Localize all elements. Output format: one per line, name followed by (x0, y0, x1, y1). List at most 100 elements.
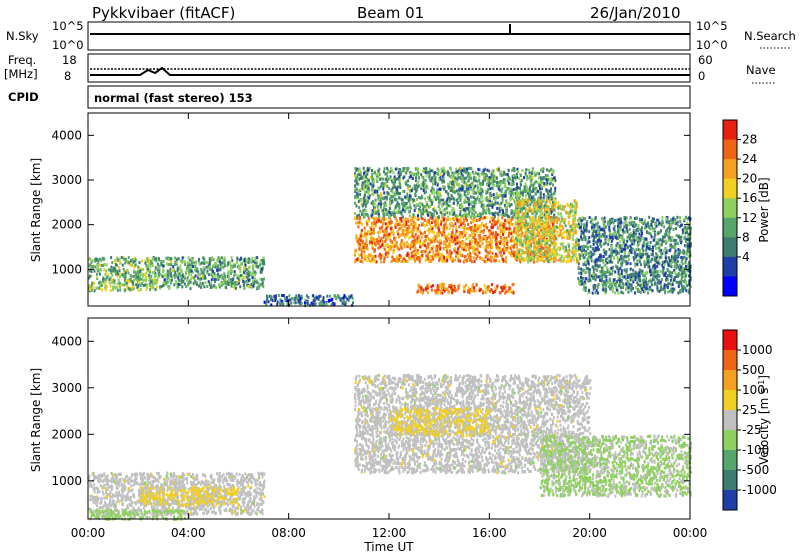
echo-cell (526, 188, 529, 192)
echo-cell (364, 205, 367, 209)
echo-cell (420, 194, 423, 198)
echo-cell (120, 283, 123, 287)
echo-cell (406, 260, 409, 264)
echo-cell (476, 249, 479, 253)
echo-cell (379, 177, 382, 181)
echo-cell (90, 283, 93, 287)
echo-cell (524, 182, 527, 186)
echo-cell (167, 274, 169, 278)
echo-cell (356, 217, 359, 220)
echo-cell (421, 203, 424, 207)
cpid-text: normal (fast stereo) 153 (94, 91, 253, 105)
echo-cell (233, 270, 236, 274)
echo-cell (471, 212, 474, 215)
echo-cell (230, 281, 233, 285)
echo-cell (382, 246, 385, 249)
echo-cell (384, 244, 387, 247)
echo-cell (305, 294, 308, 298)
echo-cell (99, 284, 102, 288)
echo-cell (517, 213, 520, 217)
echo-cell (471, 183, 474, 187)
echo-cell (422, 175, 425, 179)
echo-cell (397, 232, 399, 236)
echo-cell (492, 231, 495, 235)
echo-cell (528, 173, 531, 177)
echo-cell (230, 256, 233, 260)
echo-cell (198, 277, 201, 281)
echo-cell (152, 280, 155, 284)
echo-cell (480, 223, 483, 227)
echo-cell (217, 256, 220, 260)
echo-cell (467, 223, 470, 226)
echo-cell (241, 278, 244, 282)
echo-cell (456, 251, 459, 254)
echo-cell (472, 190, 475, 193)
echo-cell (443, 186, 446, 190)
echo-cell (245, 279, 248, 283)
echo-cell (384, 233, 387, 237)
echo-cell (175, 258, 178, 262)
echo-cell (131, 288, 134, 292)
echo-cell (469, 173, 472, 177)
echo-cell (509, 246, 512, 250)
echo-cell (465, 167, 468, 171)
echo-cell (378, 242, 381, 246)
echo-cell (127, 256, 130, 260)
echo-cell (516, 182, 518, 186)
echo-cell (496, 284, 499, 288)
echo-cell (98, 269, 101, 273)
echo-cell (503, 178, 506, 182)
echo-cell (342, 301, 345, 305)
echo-cell (157, 275, 160, 279)
echo-cell (450, 180, 453, 184)
echo-cell (357, 199, 360, 203)
echo-cell (503, 192, 506, 196)
echo-cell (213, 278, 216, 282)
echo-cell (181, 256, 184, 260)
echo-cell (530, 255, 533, 259)
echo-cell (443, 257, 446, 261)
echo-cell (443, 169, 446, 173)
echo-cell (356, 214, 359, 218)
echo-cell (502, 225, 505, 229)
echo-cell (446, 259, 449, 263)
echo-cell (570, 258, 573, 262)
echo-cell (122, 267, 125, 271)
echo-cell (514, 187, 517, 191)
echo-cell (274, 299, 276, 302)
echo-cell (116, 286, 119, 290)
echo-cell (514, 192, 517, 195)
echo-cell (151, 264, 154, 268)
echo-cell (371, 172, 374, 176)
echo-cell (224, 275, 227, 278)
echo-cell (461, 205, 464, 209)
echo-cell (468, 256, 470, 260)
echo-cell (459, 254, 462, 258)
echo-cell (528, 171, 531, 175)
echo-cell (556, 226, 559, 230)
echo-cell (435, 247, 437, 251)
echo-cell (379, 192, 382, 196)
echo-cell (131, 258, 134, 262)
echo-cell (361, 260, 364, 264)
echo-cell (363, 247, 366, 251)
echo-cell (509, 287, 512, 290)
echo-cell (364, 234, 367, 238)
echo-cell (515, 200, 517, 204)
echo-cell (572, 221, 575, 225)
echo-cell (428, 194, 431, 198)
echo-cell (457, 219, 460, 223)
echo-cell (535, 188, 538, 192)
echo-cell (146, 258, 149, 262)
echo-cell (481, 182, 484, 186)
echo-cell (517, 186, 520, 190)
echo-cell (186, 276, 189, 280)
echo-cell (554, 189, 557, 193)
echo-cell (485, 260, 488, 264)
echo-cell (156, 279, 159, 283)
echo-cell (363, 234, 366, 238)
echo-cell (377, 231, 380, 235)
echo-cell (238, 278, 241, 282)
echo-cell (559, 204, 562, 208)
echo-cell (463, 219, 466, 223)
